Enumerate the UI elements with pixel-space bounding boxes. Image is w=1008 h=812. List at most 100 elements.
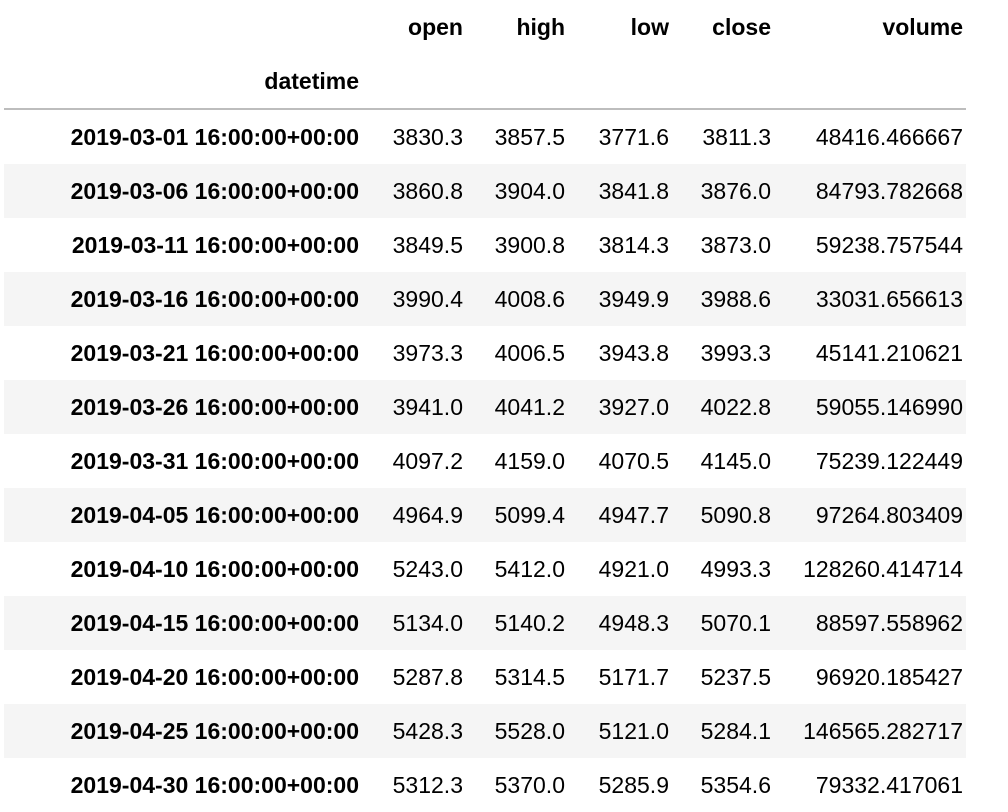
- table-row: 2019-03-01 16:00:00+00:00 3830.3 3857.5 377…: [4, 109, 966, 164]
- cell-open: 3860.8: [392, 178, 463, 204]
- cell-high: 5412.0: [494, 556, 565, 582]
- cell-high: 5099.4: [494, 502, 565, 528]
- cell-volume: 96920.185427: [815, 664, 963, 690]
- cell-close: 5354.6: [700, 772, 771, 798]
- cell-open: 5428.3: [392, 718, 463, 744]
- table-row: 2019-03-31 16:00:00+00:00 4097.2 4159.0 407…: [4, 434, 966, 488]
- cell-high: 5140.2: [494, 610, 565, 636]
- cell-open: 4964.9: [392, 502, 463, 528]
- row-index-datetime: 2019-04-25 16:00:00+00:00: [70, 718, 359, 744]
- row-index-datetime: 2019-03-11 16:00:00+00:00: [71, 232, 359, 258]
- index-name-row: datetime: [4, 54, 966, 110]
- cell-volume: 75239.122449: [815, 448, 963, 474]
- index-name-spacer: [362, 54, 466, 110]
- row-index-datetime: 2019-03-01 16:00:00+00:00: [70, 124, 359, 150]
- table-row: 2019-04-10 16:00:00+00:00 5243.0 5412.0 492…: [4, 542, 966, 596]
- index-name-spacer: [568, 54, 672, 110]
- cell-low: 4947.7: [598, 502, 669, 528]
- cell-close: 3873.0: [700, 232, 771, 258]
- cell-low: 5285.9: [598, 772, 669, 798]
- cell-open: 5287.8: [392, 664, 463, 690]
- column-header-volume: volume: [882, 14, 963, 40]
- row-index-datetime: 2019-04-15 16:00:00+00:00: [70, 610, 359, 636]
- index-name-spacer: [466, 54, 568, 110]
- cell-volume: 97264.803409: [815, 502, 963, 528]
- cell-volume: 128260.414714: [803, 556, 963, 582]
- cell-open: 3830.3: [392, 124, 463, 150]
- cell-high: 5528.0: [494, 718, 565, 744]
- index-name-spacer: [672, 54, 774, 110]
- row-index-datetime: 2019-04-05 16:00:00+00:00: [70, 502, 359, 528]
- cell-close: 3876.0: [700, 178, 771, 204]
- table-row: 2019-03-16 16:00:00+00:00 3990.4 4008.6 394…: [4, 272, 966, 326]
- table-row: 2019-03-26 16:00:00+00:00 3941.0 4041.2 392…: [4, 380, 966, 434]
- cell-close: 5090.8: [700, 502, 771, 528]
- table-row: 2019-04-20 16:00:00+00:00 5287.8 5314.5 517…: [4, 650, 966, 704]
- column-header-row: open high low close volume: [4, 0, 966, 54]
- table-row: 2019-03-21 16:00:00+00:00 3973.3 4006.5 394…: [4, 326, 966, 380]
- cell-volume: 33031.656613: [815, 286, 963, 312]
- cell-low: 3771.6: [598, 124, 669, 150]
- column-header-high: high: [516, 14, 565, 40]
- cell-volume: 48416.466667: [815, 124, 963, 150]
- cell-low: 4921.0: [598, 556, 669, 582]
- cell-open: 3849.5: [392, 232, 463, 258]
- table-row: 2019-04-30 16:00:00+00:00 5312.3 5370.0 528…: [4, 758, 966, 812]
- cell-open: 3990.4: [392, 286, 463, 312]
- index-name-spacer: [774, 54, 966, 110]
- row-index-datetime: 2019-03-16 16:00:00+00:00: [70, 286, 359, 312]
- cell-open: 3941.0: [392, 394, 463, 420]
- cell-low: 4948.3: [598, 610, 669, 636]
- cell-low: 3927.0: [598, 394, 669, 420]
- cell-close: 3811.3: [702, 124, 771, 150]
- row-index-datetime: 2019-03-21 16:00:00+00:00: [70, 340, 359, 366]
- table-row: 2019-04-05 16:00:00+00:00 4964.9 5099.4 494…: [4, 488, 966, 542]
- column-header-close: close: [712, 14, 771, 40]
- cell-close: 5284.1: [700, 718, 771, 744]
- index-header-blank: [4, 0, 362, 54]
- cell-close: 5237.5: [700, 664, 771, 690]
- cell-open: 5243.0: [392, 556, 463, 582]
- row-index-datetime: 2019-03-06 16:00:00+00:00: [70, 178, 359, 204]
- cell-volume: 59238.757544: [815, 232, 963, 258]
- cell-open: 3973.3: [392, 340, 463, 366]
- cell-close: 4145.0: [700, 448, 771, 474]
- cell-volume: 79332.417061: [815, 772, 963, 798]
- row-index-datetime: 2019-03-31 16:00:00+00:00: [70, 448, 359, 474]
- column-header-open: open: [408, 14, 463, 40]
- cell-high: 4008.6: [494, 286, 565, 312]
- cell-high: 5314.5: [494, 664, 565, 690]
- row-index-datetime: 2019-04-20 16:00:00+00:00: [70, 664, 359, 690]
- cell-low: 5121.0: [598, 718, 669, 744]
- cell-low: 3949.9: [598, 286, 669, 312]
- row-index-datetime: 2019-04-30 16:00:00+00:00: [70, 772, 359, 798]
- cell-open: 5134.0: [392, 610, 463, 636]
- cell-volume: 84793.782668: [815, 178, 963, 204]
- cell-volume: 88597.558962: [815, 610, 963, 636]
- cell-low: 3943.8: [598, 340, 669, 366]
- table-row: 2019-04-25 16:00:00+00:00 5428.3 5528.0 512…: [4, 704, 966, 758]
- cell-high: 4006.5: [494, 340, 565, 366]
- table-body: 2019-03-01 16:00:00+00:00 3830.3 3857.5 377…: [4, 109, 966, 812]
- table-row: 2019-04-15 16:00:00+00:00 5134.0 5140.2 494…: [4, 596, 966, 650]
- cell-high: 4041.2: [494, 394, 565, 420]
- cell-close: 3988.6: [700, 286, 771, 312]
- cell-high: 3904.0: [494, 178, 565, 204]
- cell-low: 4070.5: [598, 448, 669, 474]
- cell-high: 3900.8: [494, 232, 565, 258]
- cell-close: 4022.8: [700, 394, 771, 420]
- cell-close: 5070.1: [700, 610, 771, 636]
- cell-low: 3814.3: [598, 232, 669, 258]
- cell-high: 4159.0: [494, 448, 565, 474]
- cell-volume: 146565.282717: [803, 718, 963, 744]
- cell-open: 4097.2: [392, 448, 463, 474]
- cell-low: 5171.7: [598, 664, 669, 690]
- cell-low: 3841.8: [598, 178, 669, 204]
- cell-open: 5312.3: [392, 772, 463, 798]
- row-index-datetime: 2019-04-10 16:00:00+00:00: [70, 556, 359, 582]
- index-name-header: datetime: [4, 54, 362, 110]
- dataframe-table: open high low close volume datetime 2019…: [4, 0, 966, 812]
- table-header: open high low close volume datetime: [4, 0, 966, 110]
- cell-volume: 45141.210621: [815, 340, 963, 366]
- cell-high: 5370.0: [494, 772, 565, 798]
